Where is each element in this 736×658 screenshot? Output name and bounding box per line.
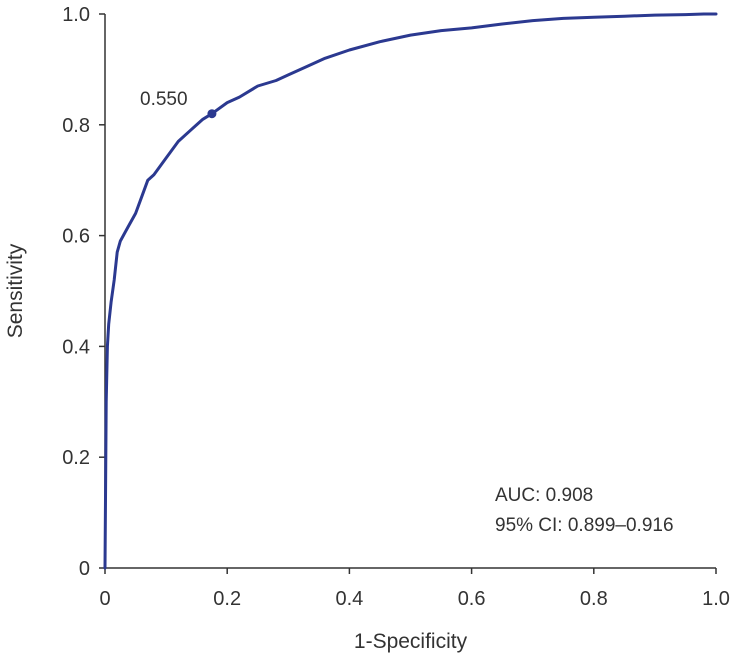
x-tick-label: 1.0 (702, 588, 730, 610)
y-ticks: 0 0.2 0.4 0.6 0.8 1.0 (62, 4, 105, 580)
x-ticks: 0 0.2 0.4 0.6 0.8 1.0 (99, 568, 730, 610)
x-tick-label: 0.2 (213, 588, 241, 610)
roc-curve (103, 12, 718, 570)
auc-annotation: AUC: 0.908 (495, 485, 593, 506)
y-tick-label: 0.6 (62, 226, 90, 248)
y-tick-label: 1.0 (62, 4, 90, 26)
x-tick-label: 0.8 (580, 588, 608, 610)
y-tick-label: 0.2 (62, 447, 90, 469)
x-tick-label: 0.6 (458, 588, 486, 610)
x-tick-label: 0 (99, 588, 110, 610)
x-tick-label: 0.4 (335, 588, 363, 610)
cutoff-label: 0.550 (140, 89, 188, 110)
x-axis-title: 1-Specificity (354, 630, 468, 653)
y-tick-label: 0.4 (62, 336, 90, 358)
cutoff-point (207, 109, 217, 119)
y-tick-label: 0.8 (62, 115, 90, 137)
y-axis-title: Sensitivity (4, 243, 27, 338)
axes (104, 14, 716, 569)
ci-annotation: 95% CI: 0.899–0.916 (495, 515, 674, 536)
y-tick-label: 0 (79, 558, 90, 580)
